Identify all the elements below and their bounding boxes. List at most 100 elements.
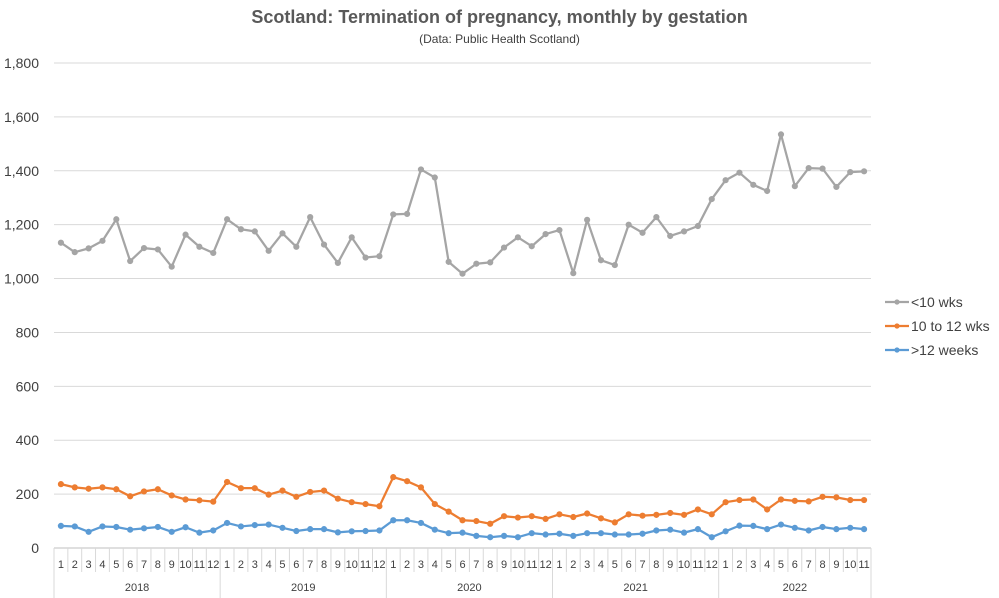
data-point: [570, 513, 577, 521]
month-tick-label: 2: [736, 559, 742, 571]
month-tick-label: 4: [598, 559, 604, 571]
data-point: [127, 493, 134, 500]
data-point: [736, 169, 743, 176]
month-tick-label: 12: [706, 559, 718, 571]
month-tick-label: 3: [750, 559, 756, 571]
data-point: [390, 517, 397, 524]
data-point: [251, 485, 258, 492]
data-point: [791, 183, 798, 190]
year-label: 2021: [623, 582, 647, 594]
data-point: [404, 210, 411, 217]
y-tick-label: 1,800: [4, 55, 39, 71]
data-point: [154, 246, 161, 253]
month-tick-label: 8: [487, 559, 493, 571]
month-tick-label: 3: [584, 559, 590, 571]
data-point: [140, 525, 148, 532]
data-point: [57, 481, 65, 488]
month-tick-label: 1: [58, 559, 64, 571]
data-point: [99, 484, 106, 491]
data-point: [85, 245, 92, 252]
data-point: [237, 226, 245, 233]
data-point: [85, 485, 92, 492]
data-point: [847, 169, 854, 176]
data-point: [625, 531, 632, 538]
data-point: [431, 500, 438, 508]
month-tick-label: 4: [266, 559, 272, 571]
y-axis: 0 200 400 600 800 1,000 1,200 1,400 1,600 1,800: [4, 55, 39, 556]
data-point: [514, 534, 521, 541]
data-point: [653, 511, 660, 518]
data-point: [528, 530, 535, 537]
data-point: [210, 498, 217, 505]
series-0: [57, 131, 868, 277]
data-point: [320, 487, 328, 494]
data-point: [154, 486, 161, 493]
data-point: [182, 231, 189, 238]
data-point: [265, 521, 272, 528]
month-tick-label: 5: [446, 559, 452, 571]
data-point: [127, 526, 134, 533]
month-tick-label: 11: [360, 559, 371, 571]
gridlines: [54, 62, 871, 495]
data-point: [597, 257, 605, 264]
data-point: [819, 493, 826, 500]
data-point: [71, 249, 78, 256]
data-point: [404, 517, 411, 524]
month-tick-label: 11: [526, 559, 537, 571]
data-point: [307, 488, 314, 496]
month-tick-label: 2: [570, 559, 576, 571]
month-tick-label: 7: [141, 559, 147, 571]
data-point: [376, 253, 383, 260]
data-point: [196, 497, 203, 504]
series-2: [57, 517, 868, 541]
year-label: 2018: [125, 582, 149, 594]
month-tick-label: 7: [639, 559, 645, 571]
year-label: 2020: [457, 582, 481, 594]
data-point: [487, 259, 494, 266]
data-point: [625, 511, 632, 518]
data-point: [196, 243, 203, 250]
data-point: [819, 523, 826, 531]
legend-item: >12 weeks: [885, 338, 990, 362]
data-point: [514, 234, 521, 241]
legend-swatch: [885, 323, 909, 329]
data-point: [417, 484, 425, 491]
data-point: [750, 496, 757, 503]
month-tick-label: 5: [612, 559, 618, 571]
month-tick-label: 10: [512, 559, 524, 571]
month-tick-label: 9: [501, 559, 507, 571]
data-point: [570, 270, 577, 277]
data-point: [320, 526, 328, 533]
data-point: [279, 230, 286, 237]
data-point: [140, 488, 148, 495]
data-point: [847, 496, 854, 504]
data-point: [154, 523, 161, 531]
month-tick-label: 12: [207, 559, 219, 571]
month-tick-label: 6: [293, 559, 299, 571]
data-point: [71, 523, 78, 530]
data-point: [611, 261, 618, 269]
data-point: [584, 510, 591, 517]
y-tick-label: 600: [16, 378, 40, 394]
data-point: [528, 513, 535, 520]
data-point: [736, 496, 743, 504]
data-point: [99, 523, 106, 530]
data-point: [473, 517, 480, 525]
data-point: [556, 530, 563, 537]
data-point: [445, 258, 452, 265]
data-point: [860, 526, 868, 533]
month-tick-label: 6: [792, 559, 798, 571]
month-tick-label: 9: [169, 559, 175, 571]
series-line: [60, 133, 865, 275]
data-point: [722, 528, 729, 535]
data-point: [556, 226, 563, 234]
data-point: [459, 270, 466, 277]
data-point: [417, 519, 425, 527]
data-point: [168, 528, 175, 535]
data-point: [750, 181, 757, 188]
data-point: [639, 229, 646, 236]
data-point: [667, 232, 674, 240]
month-tick-label: 11: [858, 559, 869, 571]
data-point: [667, 526, 674, 533]
legend-label: <10 wks: [911, 294, 963, 310]
